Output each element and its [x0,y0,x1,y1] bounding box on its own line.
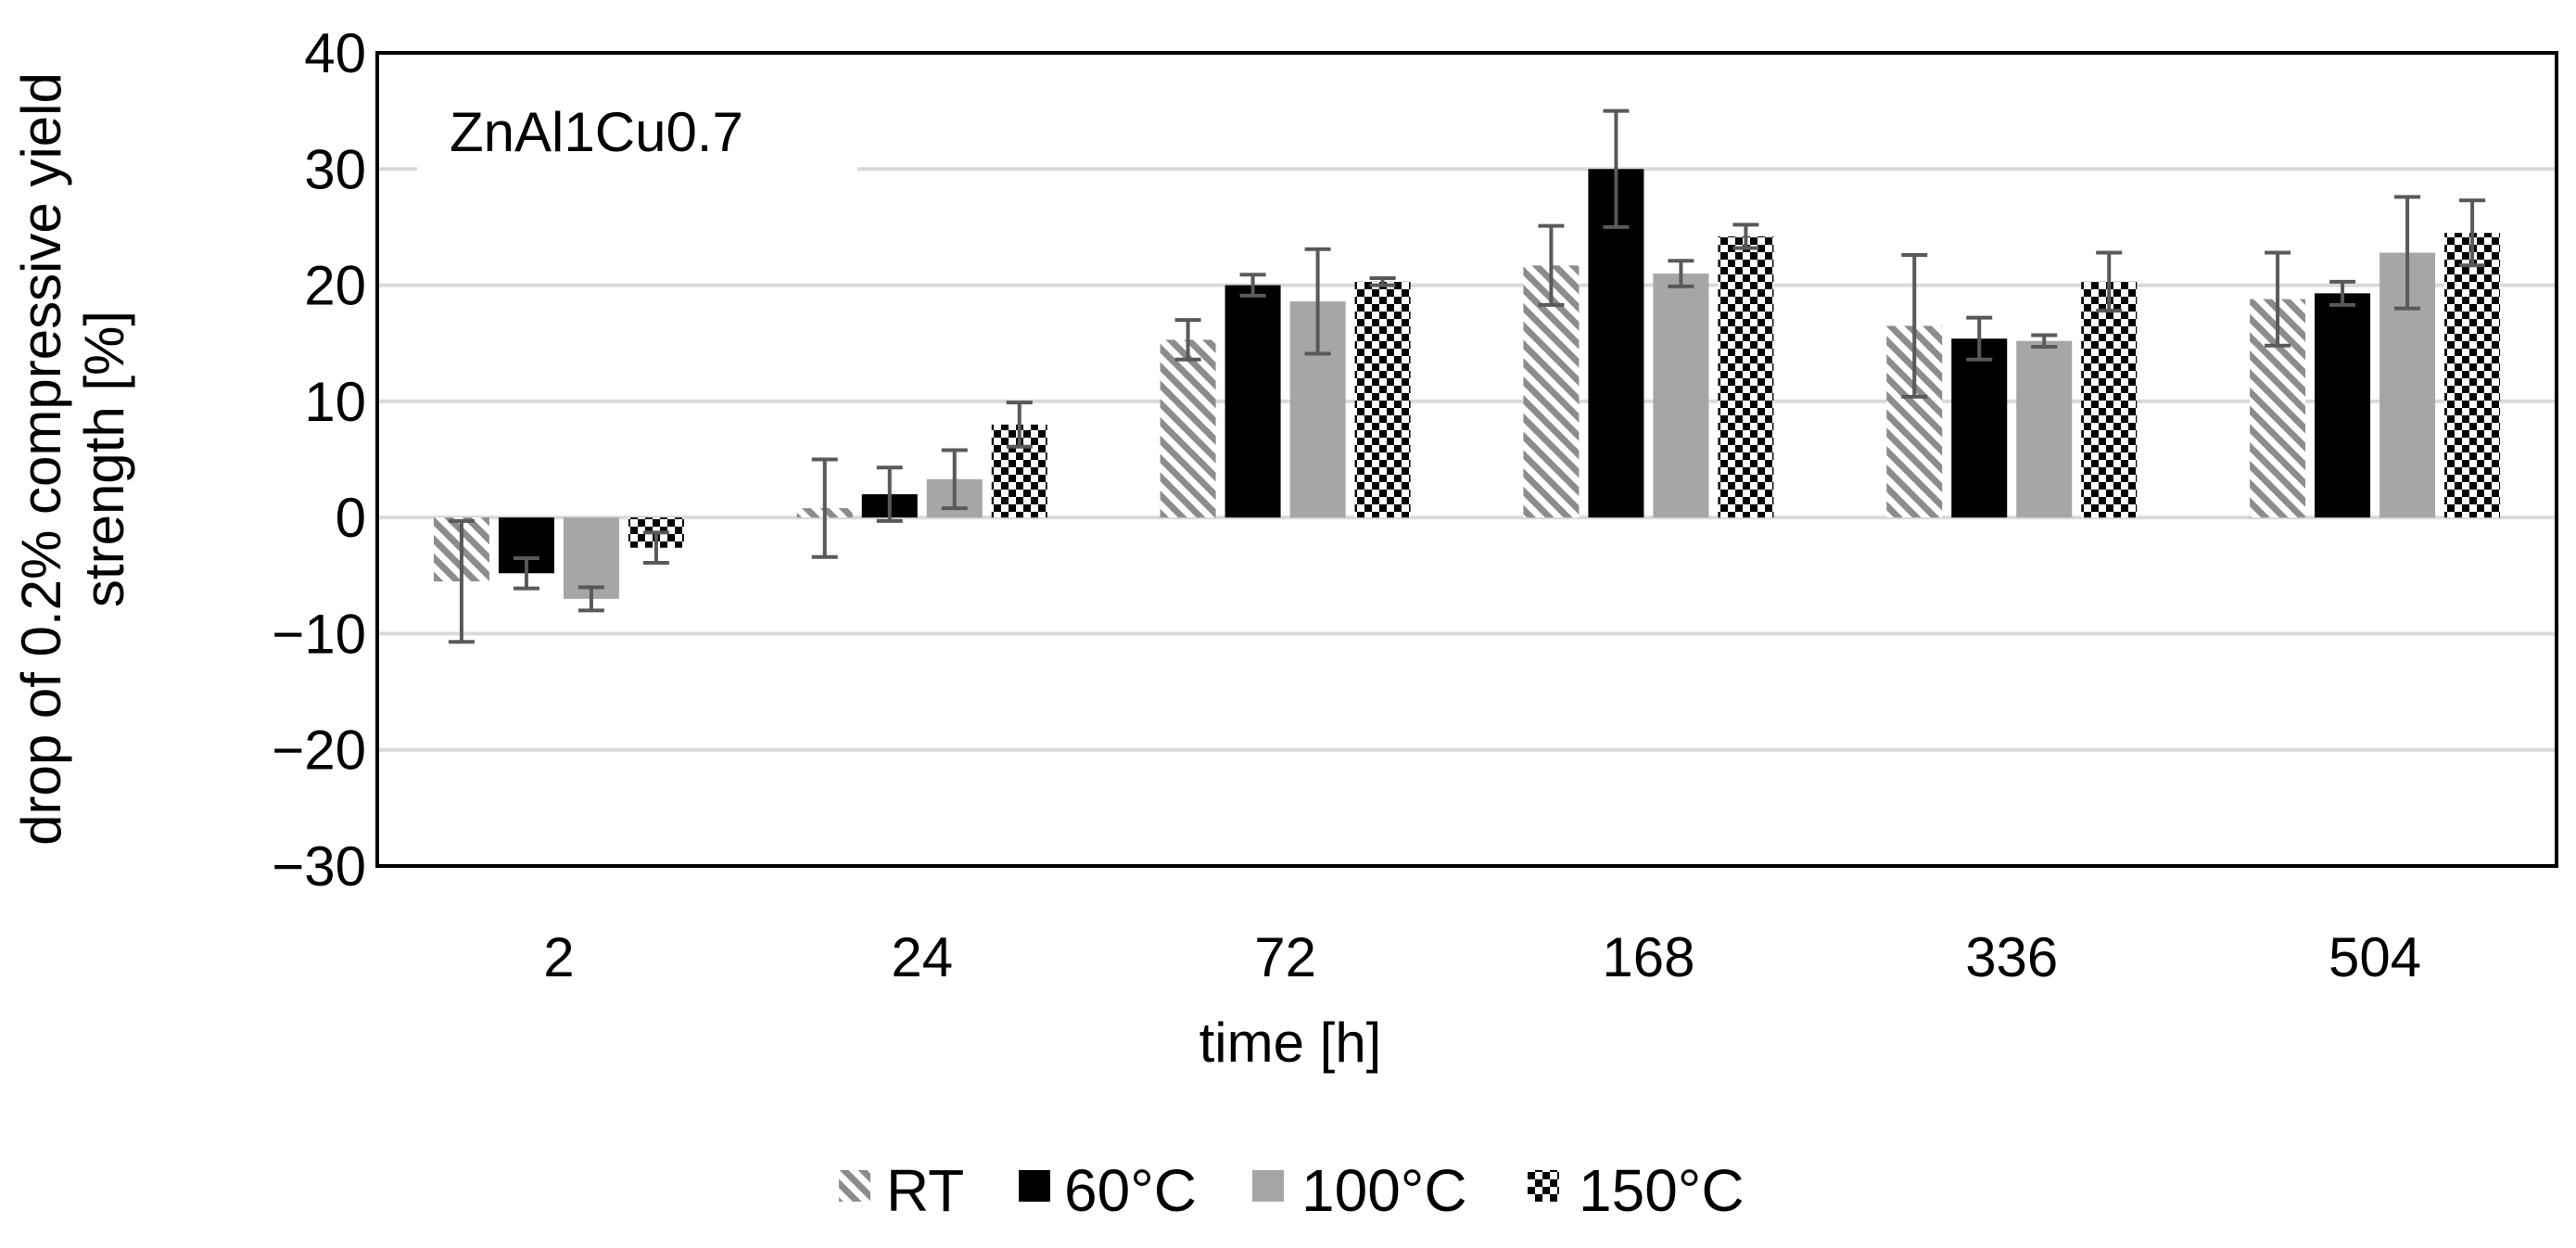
bar-150c-72 [1354,281,1411,518]
gridlines [377,167,2557,752]
error-bar [1668,259,1694,288]
error-bar [1538,223,1565,307]
bar-100c-2 [563,517,619,599]
error-bar [1006,401,1033,449]
error-bar [1304,247,1331,356]
error-bar [1369,276,1396,287]
y-tick-label: 40 [304,22,366,84]
bars [433,169,2501,599]
error-bar [941,448,968,511]
error-bar [642,530,669,566]
error-bar [876,465,903,523]
y-tick-label: 10 [304,371,366,433]
legend-label-60c: 60°C [1064,1157,1197,1224]
x-axis-title: time [h] [1199,1012,1382,1074]
y-axis-title: drop of 0.2% compressive yield strength … [10,72,135,846]
bar-rt-168 [1523,265,1580,518]
plot-area-frame [375,51,2558,868]
legend-swatch-rt [839,1170,870,1202]
legend-swatch-60c [1019,1170,1050,1202]
x-tick-label: 2 [543,926,574,988]
error-bar [448,518,475,644]
error-bar [1174,318,1201,362]
legend-label-100c: 100°C [1301,1157,1467,1224]
bar-rt-72 [1160,339,1216,518]
alloy-annotation: ZnAl1Cu0.7 [450,101,743,163]
bar-150c-336 [2081,281,2138,518]
y-tick-label: −20 [272,720,366,782]
y-tick-label: 0 [336,487,366,549]
error-bar [513,555,539,591]
error-bar [2459,198,2486,268]
error-bar [1239,273,1266,298]
legend: RT 60°C 100°C 150°C [839,1157,1745,1224]
error-bar [2031,333,2058,349]
bar-150c-504 [2444,233,2501,518]
y-axis-title-line2: strength [%] [73,311,135,607]
x-tick-label: 72 [1254,926,1316,988]
x-tick-label: 504 [2329,926,2421,988]
x-tick-label: 24 [891,926,953,988]
bar-150c-168 [1718,236,1774,518]
y-tick-label: −10 [272,603,366,665]
x-tick-label: 168 [1602,926,1694,988]
y-tick-label: 30 [304,138,366,200]
error-bar [1966,315,1993,362]
bar-60c-336 [1951,338,2008,518]
error-bar [2329,279,2356,307]
error-bar [2096,250,2123,313]
error-bar [577,585,604,613]
y-tick-label: 20 [304,255,366,317]
y-axis-title-line1: drop of 0.2% compressive yield [10,72,72,846]
bar-100c-336 [2016,340,2073,518]
annotation-box [417,76,857,175]
x-axis-ticks: 2 24 72 168 336 504 [543,926,2421,988]
bar-100c-168 [1653,274,1709,518]
x-tick-label: 336 [1965,926,2058,988]
y-tick-label: −30 [272,835,366,898]
error-bar [1901,252,1928,399]
error-bar [2265,250,2291,348]
error-bar [2394,195,2421,311]
legend-label-rt: RT [886,1157,964,1224]
y-axis-ticks: −30 −20 −10 0 10 20 30 40 [272,22,366,898]
legend-swatch-100c [1252,1170,1284,1202]
error-bars [448,108,2486,644]
error-bar [1732,223,1759,250]
bar-60c-72 [1225,285,1281,518]
bar-60c-504 [2315,293,2371,518]
error-bar [811,457,838,559]
error-bar [1603,108,1630,229]
legend-label-150c: 150°C [1579,1157,1745,1224]
legend-swatch-150c [1528,1170,1559,1202]
